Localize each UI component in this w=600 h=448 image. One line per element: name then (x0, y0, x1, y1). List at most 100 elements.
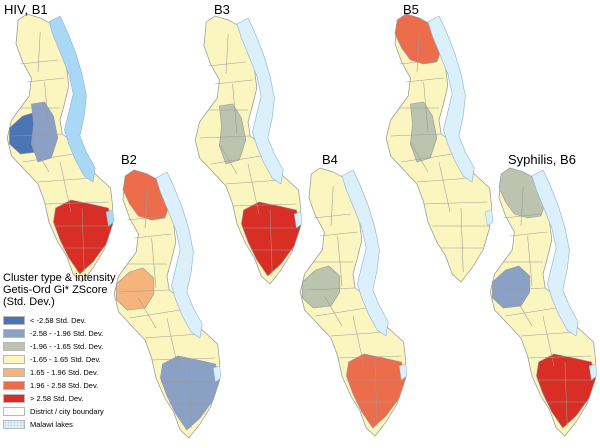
map-b6-label: Syphilis, B6 (508, 152, 576, 167)
map-b2 (112, 168, 232, 448)
district-boundary (232, 203, 297, 207)
district-boundary (401, 153, 453, 163)
lake-malawi (341, 169, 389, 337)
legend-item-label: District / city boundary (30, 407, 104, 416)
legend: Cluster type & intensity Getis-Ord Gi* Z… (3, 272, 168, 431)
legend-swatch (3, 368, 25, 377)
district-boundary (144, 187, 148, 229)
lake-malawi (531, 169, 579, 337)
legend-swatch (3, 316, 25, 325)
district-boundary (151, 357, 216, 361)
lake-chilwa (105, 209, 115, 227)
district-boundary (416, 31, 420, 73)
map-group (299, 167, 408, 437)
district-boundary (337, 355, 402, 359)
district-boundary (324, 295, 343, 327)
district-boundary (352, 315, 365, 367)
district-boundary (460, 207, 464, 273)
district-boundary (199, 135, 251, 139)
district-boundary (520, 331, 577, 337)
hotspot-region (31, 101, 59, 163)
district-boundary (37, 31, 41, 73)
map-b2-svg (113, 169, 222, 439)
legend-swatch (3, 329, 25, 338)
lake-malawi (427, 15, 475, 183)
district-boundary (214, 79, 253, 85)
map-group (489, 167, 598, 437)
legend-swatch (3, 355, 25, 364)
district-boundary (26, 77, 65, 83)
lake-chilwa (212, 365, 222, 383)
map-b4-label: B4 (322, 152, 338, 167)
map-b1-svg (6, 13, 115, 283)
lake-chilwa (588, 363, 598, 381)
hotspot-region (219, 103, 247, 165)
district-boundary (520, 185, 524, 227)
district-boundary (208, 61, 246, 67)
district-boundary (564, 361, 568, 427)
legend-item-label: 1.65 - 1.96 Std. Dev. (30, 368, 99, 377)
district-boundary (330, 331, 387, 337)
district-boundary (138, 297, 157, 329)
district-boundary (438, 161, 451, 213)
legend-item-label: Malawi lakes (30, 420, 73, 429)
district-boundary (44, 81, 50, 133)
map-b4-svg (299, 167, 408, 437)
lake-malawi (155, 171, 203, 339)
legend-item: Malawi lakes (3, 418, 168, 431)
map-b5-label: B5 (403, 2, 419, 17)
district-boundary (494, 287, 546, 291)
district-boundary (319, 231, 358, 237)
district-boundary (127, 215, 165, 221)
district-boundary (219, 143, 238, 175)
legend-swatch (3, 394, 25, 403)
legend-item-label: -1.96 - -1.65 Std. Dev. (30, 342, 104, 351)
district-boundary (542, 315, 555, 367)
district-boundary (59, 161, 72, 213)
legend-item: 1.65 - 1.96 Std. Dev. (3, 366, 168, 379)
legend-title-line: Getis-Ord Gi* ZScore (3, 284, 108, 296)
hotspot-region (116, 267, 155, 311)
district-boundary (22, 153, 74, 163)
district-boundary (11, 133, 63, 137)
lake-malawi (236, 17, 284, 185)
legend-swatch (3, 407, 25, 416)
map-b5-svg (385, 13, 494, 283)
legend-item: > 2.58 Std. Dev. (3, 392, 168, 405)
district-boundary (151, 237, 157, 289)
district-boundary (225, 179, 282, 185)
district-boundary (399, 59, 437, 65)
legend-title: Cluster type & intensity Getis-Ord Gi* Z… (3, 272, 168, 308)
map-b3 (193, 14, 313, 294)
district-boundary (509, 231, 548, 237)
lake-chilwa (484, 209, 494, 227)
district-boundary (304, 287, 356, 291)
map-b5 (384, 12, 504, 292)
district-boundary (144, 333, 201, 339)
district-boundary (81, 207, 85, 273)
district-boundary (313, 213, 351, 219)
legend-item-label: 1.96 - 2.58 Std. Dev. (30, 381, 99, 390)
district-boundary (527, 235, 533, 287)
district-boundary (337, 235, 343, 287)
legend-swatch (3, 420, 25, 429)
map-group (385, 13, 494, 283)
legend-item-label: < -2.58 Std. Dev. (30, 316, 86, 325)
map-b6 (488, 166, 600, 446)
district-boundary (405, 77, 444, 83)
district-boundary (133, 233, 172, 239)
district-boundary (188, 363, 192, 429)
map-group (6, 13, 115, 283)
hotspot-region (410, 101, 438, 163)
map-b3-svg (194, 15, 303, 285)
hotspot-region (302, 265, 341, 309)
legend-item-label: -1.65 - 1.65 Std. Dev. (30, 355, 101, 364)
district-boundary (410, 141, 429, 173)
lake-malawi (48, 15, 96, 183)
legend-item: -1.65 - 1.65 Std. Dev. (3, 353, 168, 366)
legend-item-label: -2.58 - -1.96 Std. Dev. (30, 329, 104, 338)
map-b1 (5, 12, 125, 292)
district-boundary (527, 355, 592, 359)
district-boundary (269, 209, 273, 275)
district-boundary (423, 81, 429, 133)
